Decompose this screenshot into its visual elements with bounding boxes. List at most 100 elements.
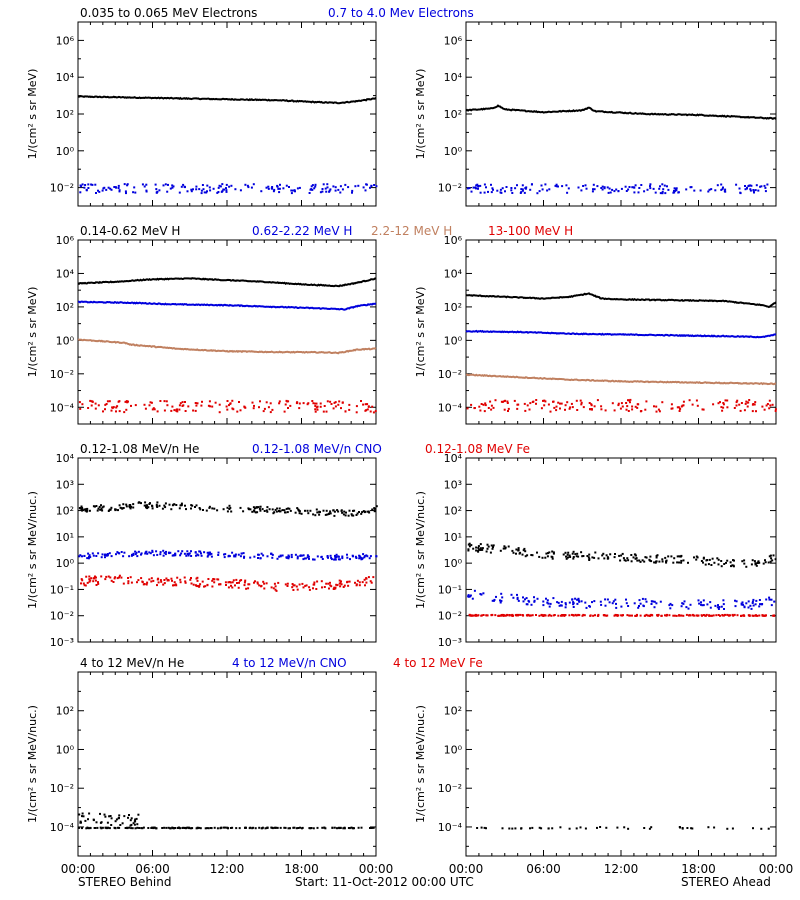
flux-point (337, 403, 340, 406)
flux-point (337, 188, 340, 191)
flux-point (717, 563, 720, 566)
flux-point (350, 826, 353, 829)
flux-point (577, 597, 580, 600)
y-tick-label: 10⁻² (438, 182, 462, 195)
flux-point (95, 584, 98, 586)
y-tick-label: 10⁻² (438, 782, 462, 795)
flux-point (548, 188, 551, 191)
flux-point (263, 582, 266, 585)
flux-point (633, 191, 636, 194)
flux-point (134, 818, 137, 821)
flux-point (538, 826, 541, 829)
flux-point (743, 614, 746, 617)
flux-point (332, 509, 335, 512)
flux-point (561, 185, 564, 188)
flux-point (188, 827, 191, 830)
flux-point (720, 183, 723, 186)
flux-point (370, 581, 373, 584)
flux-point (709, 601, 712, 604)
legend-entry: 0.035 to 0.065 MeV Electrons (80, 6, 257, 20)
flux-point (97, 552, 100, 555)
flux-point (97, 189, 99, 192)
flux-point (298, 402, 301, 405)
flux-point (90, 404, 93, 407)
flux-point (171, 405, 174, 408)
flux-point (480, 403, 483, 405)
flux-point (719, 401, 721, 404)
flux-point (257, 506, 260, 509)
flux-point (479, 191, 482, 194)
flux-point (552, 551, 555, 554)
flux-point (302, 402, 305, 405)
flux-point (577, 186, 580, 189)
flux-point (203, 191, 206, 194)
flux-point (134, 191, 137, 194)
flux-point (580, 401, 583, 404)
flux-point (195, 185, 198, 188)
flux-point (276, 826, 279, 829)
flux-point (199, 508, 202, 511)
flux-point (190, 555, 193, 557)
flux-point (178, 191, 181, 194)
flux-point (289, 509, 292, 512)
flux-point (358, 581, 361, 584)
flux-point (682, 559, 685, 562)
flux-point (763, 184, 766, 187)
flux-point (588, 559, 591, 561)
flux-point (564, 551, 567, 554)
flux-point (735, 404, 738, 407)
flux-point (131, 553, 133, 556)
flux-point (287, 507, 290, 510)
flux-point (81, 555, 83, 558)
flux-point (726, 827, 729, 830)
flux-point (755, 562, 757, 565)
flux-point (117, 509, 119, 512)
flux-point (596, 185, 599, 188)
flux-point (300, 512, 303, 515)
flux-point (533, 600, 536, 603)
flux-point (229, 581, 232, 584)
flux-point (342, 513, 345, 516)
flux-point (155, 191, 158, 194)
flux-point (222, 508, 225, 511)
flux-point (206, 555, 209, 558)
flux-point (575, 827, 578, 830)
flux-point (312, 587, 314, 590)
flux-point (638, 559, 641, 562)
flux-point (683, 600, 686, 603)
flux-point (200, 554, 203, 557)
flux-point (111, 406, 114, 409)
flux-point (521, 189, 524, 192)
flux-point (749, 189, 752, 192)
flux-point (290, 556, 293, 559)
flux-point (117, 187, 120, 189)
flux-point (767, 827, 770, 830)
flux-point (328, 189, 331, 192)
flux-point (165, 577, 168, 580)
flux-point (472, 547, 475, 550)
flux-point (187, 405, 190, 408)
flux-point (208, 553, 211, 555)
flux-point (554, 184, 557, 187)
flux-point (244, 183, 247, 186)
flux-point (503, 545, 506, 548)
flux-point (680, 614, 683, 617)
flux-point (296, 507, 299, 510)
flux-point (325, 582, 328, 585)
flux-point (720, 565, 723, 568)
flux-point (557, 601, 560, 604)
flux-point (358, 554, 361, 557)
flux-point (746, 187, 748, 190)
flux-point (211, 579, 214, 582)
flux-point (103, 554, 106, 557)
flux-point (544, 400, 547, 403)
flux-point (225, 189, 228, 192)
flux-point (538, 614, 541, 617)
flux-point (585, 187, 588, 190)
flux-point (524, 187, 527, 190)
flux-point (86, 581, 89, 584)
flux-point (717, 614, 720, 616)
y-axis-label: 1/(cm² s sr MeV) (26, 287, 39, 378)
flux-point (298, 186, 301, 189)
flux-point (170, 577, 173, 580)
